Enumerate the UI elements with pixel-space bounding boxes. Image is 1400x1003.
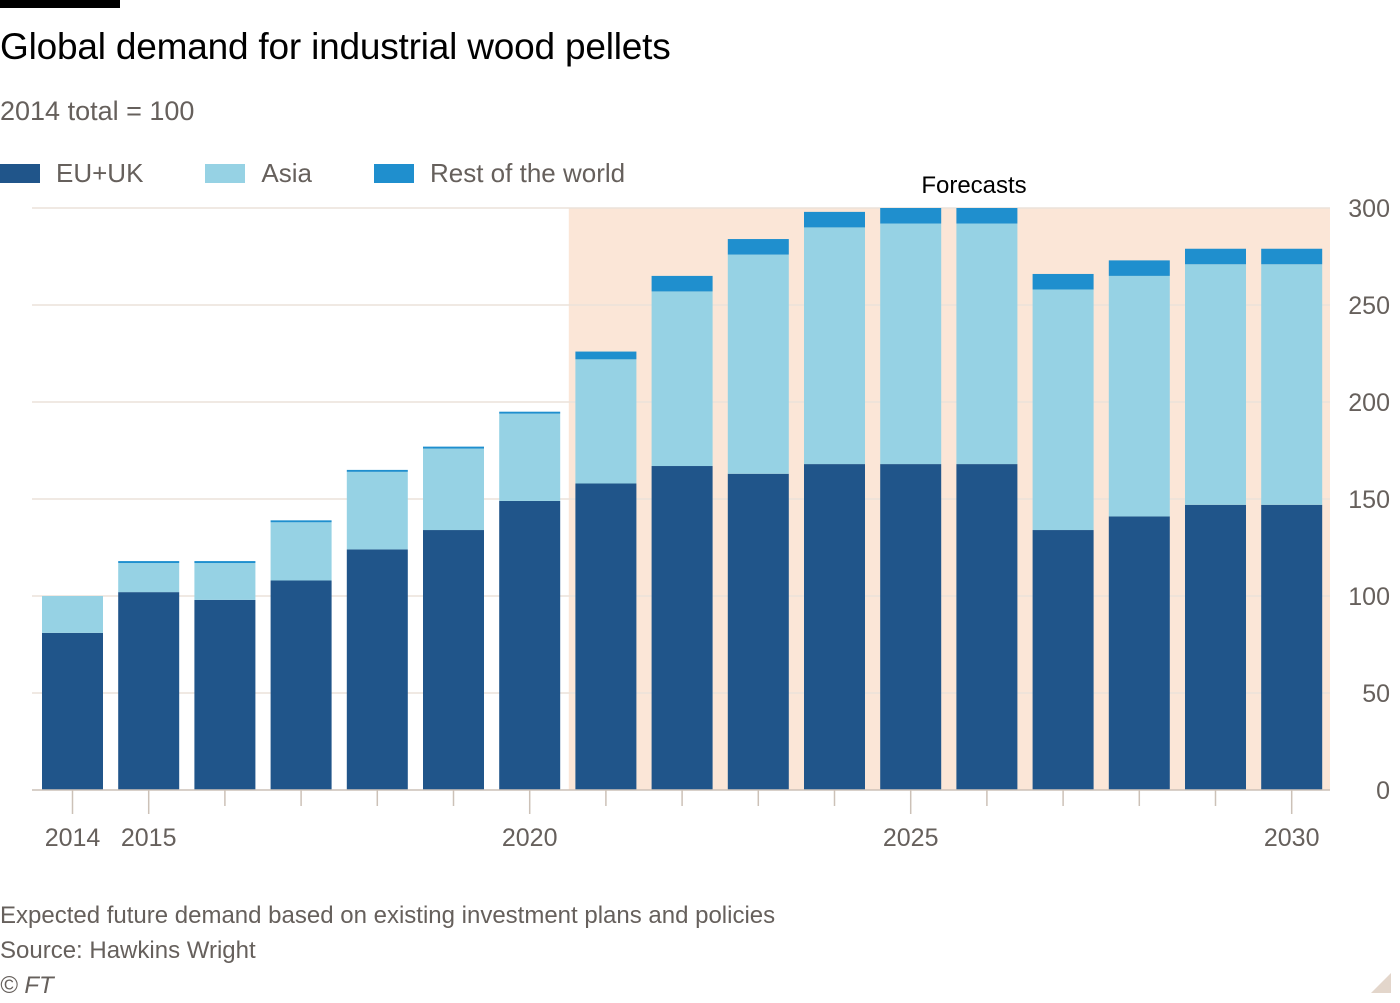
bar-segment-rest-of-the-world-2025 xyxy=(880,208,942,224)
bar-segment-rest-of-the-world-2016 xyxy=(194,561,256,564)
bar-segment-asia-2025 xyxy=(880,223,942,465)
bar-segment-rest-of-the-world-2029 xyxy=(1185,248,1246,265)
chart-title: Global demand for industrial wood pellet… xyxy=(0,26,671,67)
bar-segment-rest-of-the-world-2030 xyxy=(1261,248,1323,265)
copyright: © FT xyxy=(0,972,54,999)
bar-segment-asia-2023 xyxy=(727,254,789,474)
bar-segment-rest-of-the-world-2020 xyxy=(499,411,561,414)
bar-segment-asia-2021 xyxy=(575,359,637,484)
bar-segment-rest-of-the-world-2018 xyxy=(346,469,408,472)
bar-segment-asia-2029 xyxy=(1185,264,1246,505)
y-tick-label: 250 xyxy=(1348,292,1390,320)
x-tick-label: 2025 xyxy=(883,824,939,852)
bar-segment-rest-of-the-world-2026 xyxy=(956,208,1018,224)
y-tick-label: 50 xyxy=(1362,680,1390,708)
y-tick-label: 300 xyxy=(1348,195,1390,223)
bar-segment-eu-uk-2022 xyxy=(651,466,713,790)
x-tick-label: 2014 xyxy=(45,824,101,852)
legend-swatch-asia xyxy=(205,164,246,183)
legend-swatch-eu-uk xyxy=(0,164,40,183)
bar-segment-asia-2028 xyxy=(1108,275,1170,517)
bar-segment-eu-uk-2026 xyxy=(956,464,1018,790)
bar-segment-asia-2024 xyxy=(804,227,865,465)
corner-fold-icon xyxy=(1371,973,1391,993)
bar-segment-rest-of-the-world-2019 xyxy=(423,446,484,449)
bar-segment-eu-uk-2020 xyxy=(499,500,561,790)
bar-segment-asia-2018 xyxy=(346,471,408,550)
legend: EU+UK Asia Rest of the world xyxy=(0,158,687,189)
legend-label: Asia xyxy=(261,158,312,188)
bar-segment-eu-uk-2029 xyxy=(1185,504,1246,790)
bar-segment-eu-uk-2023 xyxy=(727,473,789,790)
y-tick-label: 150 xyxy=(1348,486,1390,514)
x-tick-label: 2020 xyxy=(502,824,558,852)
x-tick-label: 2030 xyxy=(1264,824,1320,852)
legend-label: EU+UK xyxy=(56,158,144,188)
bar-segment-rest-of-the-world-2027 xyxy=(1032,273,1094,290)
legend-item-eu-uk: EU+UK xyxy=(0,158,143,189)
bar-segment-asia-2027 xyxy=(1032,289,1094,531)
legend-label: Rest of the world xyxy=(430,158,626,188)
footnote: Expected future demand based on existing… xyxy=(0,902,776,929)
bar-segment-eu-uk-2030 xyxy=(1261,504,1323,790)
bar-segment-rest-of-the-world-2021 xyxy=(575,351,637,360)
bar-segment-asia-2019 xyxy=(423,448,484,531)
bar-segment-asia-2017 xyxy=(270,522,332,581)
bar-segment-eu-uk-2028 xyxy=(1108,516,1170,790)
bar-segment-eu-uk-2018 xyxy=(346,549,408,790)
ft-top-rule xyxy=(0,0,120,8)
bar-segment-eu-uk-2016 xyxy=(194,599,256,790)
bar-segment-asia-2015 xyxy=(118,563,180,593)
bar-segment-asia-2022 xyxy=(651,291,713,467)
bar-segment-eu-uk-2025 xyxy=(880,464,942,790)
legend-item-asia: Asia xyxy=(205,158,312,189)
chart-subtitle: 2014 total = 100 xyxy=(0,96,195,126)
x-tick-label: 2015 xyxy=(121,824,177,852)
y-tick-label: 0 xyxy=(1376,777,1390,805)
bar-segment-asia-2026 xyxy=(956,223,1018,465)
bar-segment-rest-of-the-world-2023 xyxy=(727,239,789,255)
bar-segment-rest-of-the-world-2024 xyxy=(804,211,865,228)
bar-segment-eu-uk-2021 xyxy=(575,483,637,790)
stacked-bar-chart: 0 50 100 150 200 250 300 2014 2015 2020 2025 2030 F… xyxy=(32,172,1390,852)
bar-segment-eu-uk-2019 xyxy=(423,530,484,790)
bar-segment-eu-uk-2024 xyxy=(804,464,865,790)
bar-segment-asia-2030 xyxy=(1261,264,1323,505)
y-tick-label: 200 xyxy=(1348,389,1390,417)
bar-segment-rest-of-the-world-2015 xyxy=(118,561,180,564)
legend-item-rest-of-world: Rest of the world xyxy=(374,158,625,189)
y-tick-label: 100 xyxy=(1348,583,1390,611)
bar-segment-rest-of-the-world-2022 xyxy=(651,275,713,292)
bar-segment-eu-uk-2027 xyxy=(1032,530,1094,790)
bar-segment-eu-uk-2014 xyxy=(42,632,103,790)
chart-footer: Expected future demand based on existing… xyxy=(0,898,775,1003)
forecast-annotation: Forecasts xyxy=(921,172,1026,199)
bar-segment-rest-of-the-world-2017 xyxy=(270,520,332,523)
bar-segment-asia-2020 xyxy=(499,413,561,501)
bar-segment-eu-uk-2017 xyxy=(270,580,332,790)
bar-segment-rest-of-the-world-2028 xyxy=(1108,260,1170,276)
bar-segment-eu-uk-2015 xyxy=(118,592,180,790)
bar-segment-asia-2014 xyxy=(42,596,103,633)
legend-swatch-rest-of-world xyxy=(374,164,414,183)
bar-segment-asia-2016 xyxy=(194,563,256,600)
source-note: Source: Hawkins Wright xyxy=(0,937,256,964)
